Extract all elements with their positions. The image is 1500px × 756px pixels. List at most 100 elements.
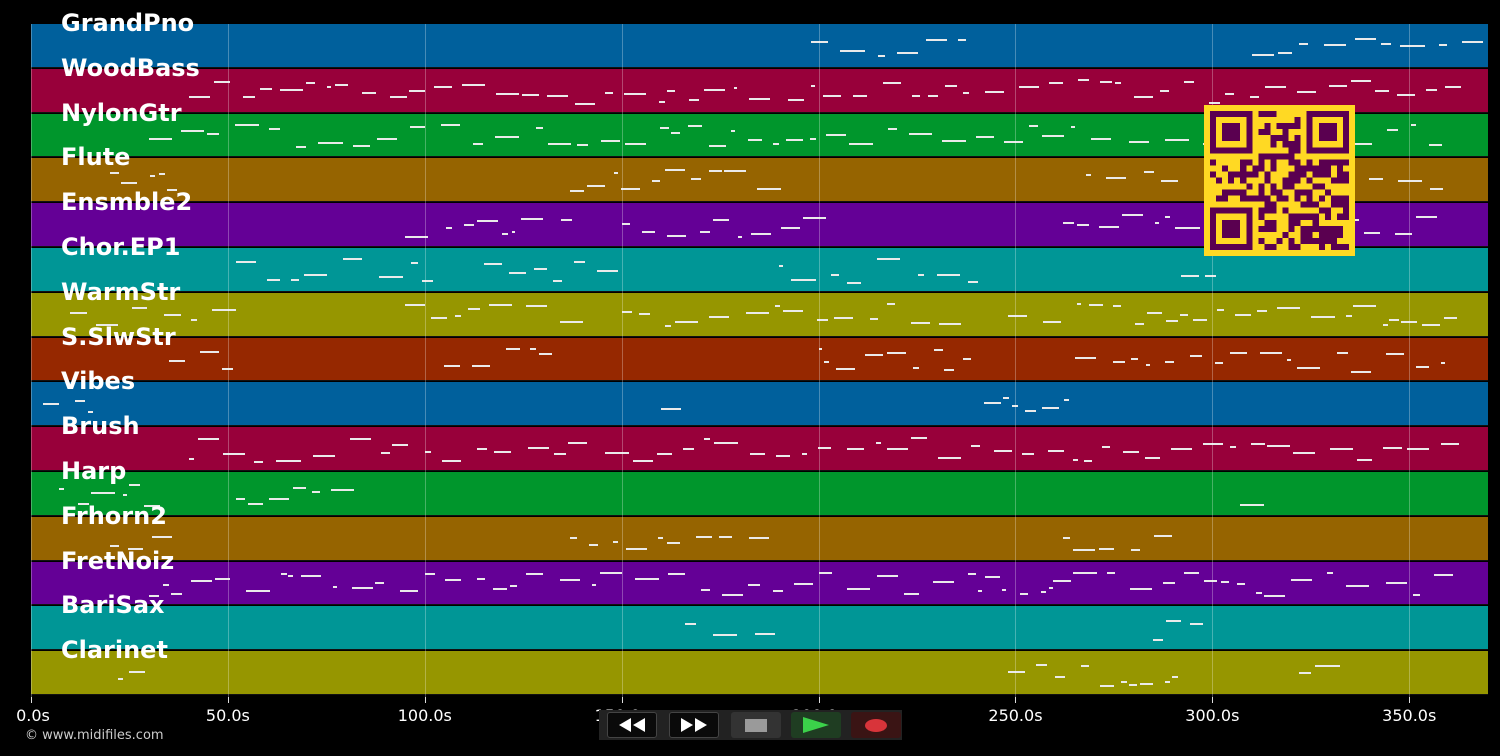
midi-note — [1443, 317, 1458, 319]
midi-note — [1146, 312, 1162, 315]
midi-note — [757, 187, 781, 190]
midi-note — [927, 95, 939, 98]
record-button[interactable] — [851, 712, 901, 738]
midi-note — [699, 230, 711, 233]
midi-note — [1346, 584, 1370, 587]
midi-note — [713, 441, 738, 444]
midi-note — [1401, 321, 1418, 324]
midi-note — [1337, 352, 1348, 355]
midi-note — [1296, 366, 1320, 369]
track-lane[interactable] — [31, 24, 1488, 68]
midi-note — [129, 671, 146, 674]
midi-note — [409, 89, 425, 92]
midi-note — [312, 455, 336, 457]
midi-note — [560, 218, 573, 221]
track-lane[interactable] — [31, 472, 1488, 516]
midi-note — [1209, 102, 1221, 105]
midi-note — [343, 258, 363, 261]
midi-note — [833, 317, 853, 320]
midi-note — [1286, 358, 1292, 361]
track-lane[interactable] — [31, 561, 1488, 606]
midi-note — [326, 85, 331, 88]
midi-note — [1160, 180, 1178, 183]
track-lane[interactable] — [31, 337, 1488, 382]
midi-note — [1296, 91, 1316, 94]
track-lane[interactable] — [31, 606, 1488, 651]
track-label: Brush — [61, 412, 140, 441]
midi-note — [1134, 323, 1145, 326]
midi-note — [1441, 361, 1446, 364]
midi-note — [1002, 589, 1007, 592]
midi-note — [963, 91, 970, 94]
midi-note — [666, 542, 680, 545]
midi-note — [434, 85, 452, 88]
qr-code — [1204, 105, 1355, 256]
midi-note — [127, 547, 143, 550]
midi-note — [421, 279, 433, 282]
midi-note — [246, 589, 270, 592]
midi-note — [75, 399, 85, 402]
tick-label: 350.0s — [1382, 706, 1437, 725]
midi-note — [1215, 361, 1224, 364]
midi-note — [802, 216, 827, 219]
midi-note — [1190, 354, 1203, 357]
tick-label: 250.0s — [988, 706, 1043, 725]
midi-note — [552, 280, 562, 283]
midi-note — [1237, 583, 1245, 586]
midi-note — [1099, 81, 1112, 84]
midi-note — [747, 138, 762, 141]
midi-note — [109, 172, 119, 175]
midi-note — [1055, 676, 1065, 679]
midi-note — [887, 448, 909, 451]
midi-note — [944, 369, 955, 372]
play-button[interactable] — [791, 712, 841, 738]
midi-note — [1265, 85, 1287, 88]
rewind-button[interactable] — [607, 712, 657, 738]
midi-note — [718, 536, 733, 539]
midi-note — [1386, 581, 1408, 584]
tick-mark — [1409, 697, 1411, 703]
midi-note — [496, 93, 520, 96]
midi-note — [1053, 580, 1071, 583]
track-label: Harp — [61, 457, 127, 485]
midi-note — [945, 84, 957, 87]
midi-note — [1217, 308, 1225, 311]
track-lane[interactable] — [31, 516, 1488, 561]
midi-note — [1004, 140, 1023, 143]
midi-note — [908, 133, 932, 136]
midi-note — [212, 308, 236, 311]
midi-note — [818, 572, 833, 575]
midi-note — [1394, 233, 1412, 236]
tick-label: 300.0s — [1185, 706, 1240, 725]
midi-note — [1298, 671, 1311, 674]
track-lane[interactable] — [31, 427, 1488, 471]
midi-note — [117, 677, 124, 680]
midi-note — [1180, 275, 1200, 278]
midi-note — [733, 86, 738, 89]
track-lane[interactable] — [31, 382, 1488, 427]
midi-note — [1429, 144, 1442, 147]
midi-note — [1165, 680, 1171, 683]
midi-note — [755, 633, 775, 636]
midi-note — [295, 146, 306, 149]
track-lane[interactable] — [31, 651, 1488, 695]
midi-note — [1353, 304, 1377, 307]
track-label: Ensmble2 — [61, 188, 193, 217]
fast-forward-button[interactable] — [669, 712, 719, 738]
midi-note — [1396, 93, 1415, 96]
midi-note — [1347, 142, 1372, 145]
midi-note — [441, 459, 461, 462]
midi-note — [570, 537, 577, 540]
track-label: FretNoiz — [61, 546, 175, 575]
midi-note — [1154, 534, 1172, 537]
track-lane[interactable] — [31, 292, 1488, 337]
track-label: BariSax — [61, 591, 165, 620]
midi-note — [121, 182, 138, 185]
midi-note — [405, 236, 429, 239]
track-label: GrandPno — [61, 9, 195, 37]
grid-line — [31, 24, 32, 697]
midi-note — [1250, 96, 1260, 99]
stop-button[interactable] — [731, 712, 781, 738]
midi-note — [190, 318, 198, 321]
midi-note — [816, 318, 829, 321]
